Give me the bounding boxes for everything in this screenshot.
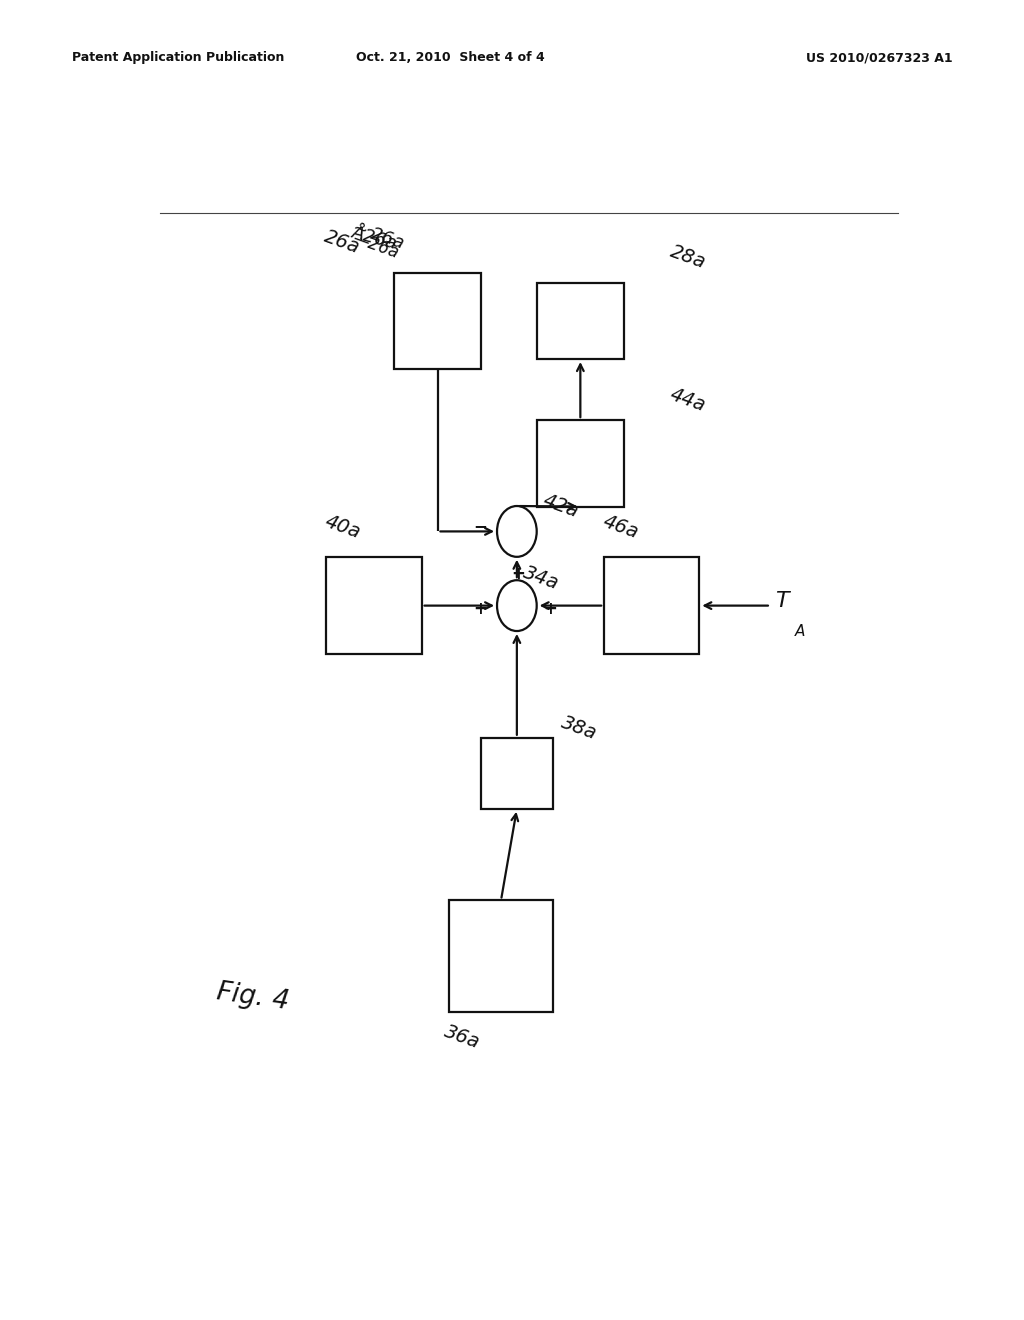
Text: 40a: 40a [323, 512, 364, 543]
Text: +: + [512, 565, 525, 583]
Text: Fig. 4: Fig. 4 [215, 979, 291, 1015]
Text: Patent Application Publication: Patent Application Publication [72, 51, 284, 65]
Text: Å26a: Å26a [350, 223, 399, 252]
Text: A: A [795, 624, 805, 639]
Text: $\sim$26a: $\sim$26a [346, 218, 406, 252]
Text: 26a: 26a [322, 227, 362, 257]
Text: Oct. 21, 2010  Sheet 4 of 4: Oct. 21, 2010 Sheet 4 of 4 [356, 51, 545, 65]
Text: 38a: 38a [559, 713, 600, 743]
Text: 46a: 46a [600, 512, 641, 543]
Bar [604, 557, 699, 653]
Bar [537, 282, 624, 359]
Bar [537, 420, 624, 507]
Text: —26a: —26a [350, 230, 401, 263]
Text: 42a: 42a [541, 491, 582, 521]
Bar [450, 900, 553, 1012]
Text: 28a: 28a [668, 243, 709, 273]
Bar [327, 557, 422, 653]
Bar [394, 273, 481, 370]
Text: 44a: 44a [668, 384, 709, 414]
Text: −: − [474, 517, 487, 536]
Text: 36a: 36a [441, 1022, 482, 1053]
Text: +: + [543, 599, 557, 618]
Text: US 2010/0267323 A1: US 2010/0267323 A1 [806, 51, 952, 65]
Bar [481, 738, 553, 809]
Text: 34a: 34a [521, 564, 562, 594]
Text: +: + [474, 599, 487, 618]
Text: T: T [775, 590, 788, 611]
